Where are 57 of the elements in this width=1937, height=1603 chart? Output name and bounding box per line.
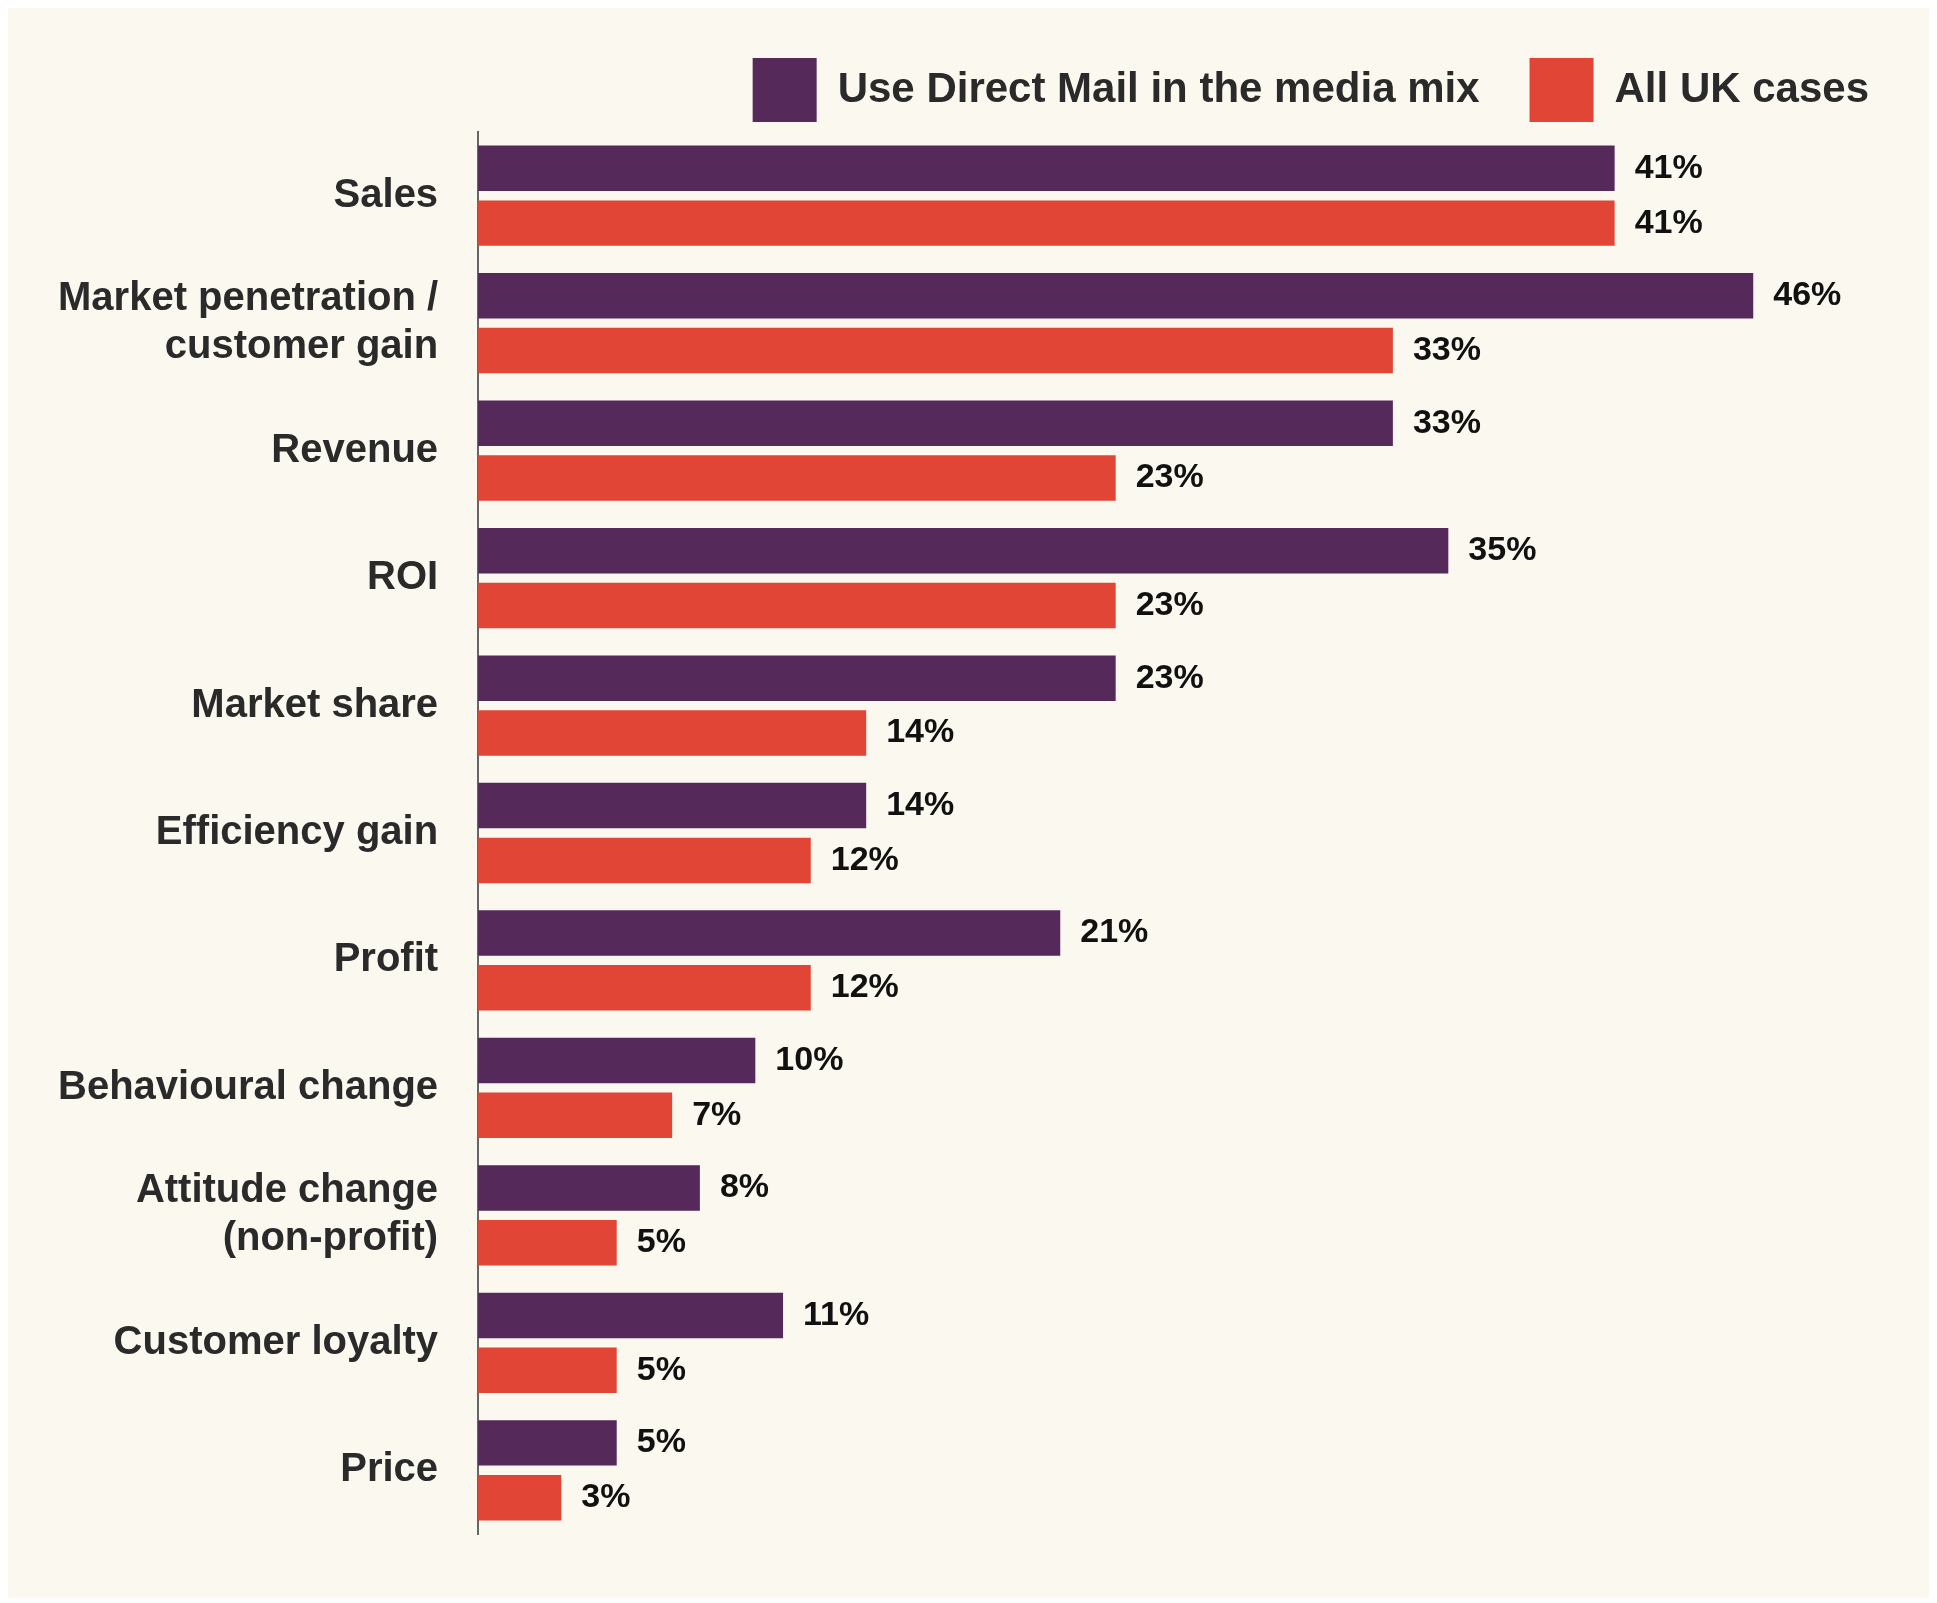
data-label: 14% (886, 711, 955, 750)
y-tick-label: Price (340, 1445, 439, 1490)
data-label: 14% (886, 783, 955, 822)
data-label: 23% (1135, 583, 1204, 622)
bar (478, 782, 867, 829)
y-tick-label: Behavioural change (57, 1062, 439, 1107)
data-label: 8% (719, 1166, 770, 1205)
bar (478, 655, 1116, 701)
y-tick-label: Revenue (271, 425, 439, 470)
bar (478, 1165, 700, 1211)
data-label: 3% (581, 1476, 631, 1515)
data-label: 5% (636, 1348, 686, 1387)
bar (478, 400, 1393, 446)
legend-label: Use Direct Mail in the media mix (837, 63, 1481, 111)
data-label: 41% (1634, 201, 1703, 240)
data-label: 5% (636, 1221, 686, 1260)
bar (478, 527, 1449, 574)
bar (478, 1037, 756, 1084)
data-label: 12% (830, 966, 899, 1005)
bar (478, 1420, 617, 1466)
bar (478, 910, 1061, 956)
bar (478, 837, 811, 884)
y-tick-label: Efficiency gain (155, 808, 439, 853)
bar (478, 710, 867, 756)
bar (478, 582, 1116, 629)
data-label: 35% (1468, 529, 1537, 568)
y-tick-label: Market penetration / customer gain (58, 274, 439, 367)
data-label: 11% (803, 1293, 870, 1332)
data-label: 33% (1412, 401, 1481, 440)
data-label: 33% (1412, 328, 1481, 367)
bar (478, 455, 1116, 501)
data-label: 12% (830, 838, 899, 877)
y-tick-label: Market share (191, 680, 439, 725)
y-tick-label: Profit (333, 935, 439, 980)
bar (478, 965, 811, 1011)
y-tick-label: Attitude change (non-profit) (135, 1166, 439, 1259)
bar (478, 273, 1754, 319)
data-label: 5% (636, 1421, 686, 1460)
data-label: 46% (1773, 274, 1842, 313)
bar (478, 1220, 617, 1266)
bar (478, 1474, 562, 1521)
y-tick-label: ROI (366, 553, 439, 598)
data-label: 21% (1080, 911, 1149, 950)
data-label: 41% (1634, 146, 1703, 185)
data-label: 7% (692, 1093, 742, 1132)
bar (478, 200, 1615, 246)
y-tick-label: Sales (333, 170, 439, 215)
bar (478, 145, 1615, 192)
data-label: 10% (775, 1038, 844, 1077)
bar (478, 1292, 784, 1339)
data-label: 23% (1135, 456, 1204, 495)
bar (478, 1092, 673, 1139)
bar (478, 1347, 617, 1393)
data-label: 23% (1135, 656, 1204, 695)
y-tick-label: Customer loyalty (113, 1317, 439, 1362)
bar (478, 327, 1393, 374)
legend-label: All UK cases (1614, 63, 1870, 111)
